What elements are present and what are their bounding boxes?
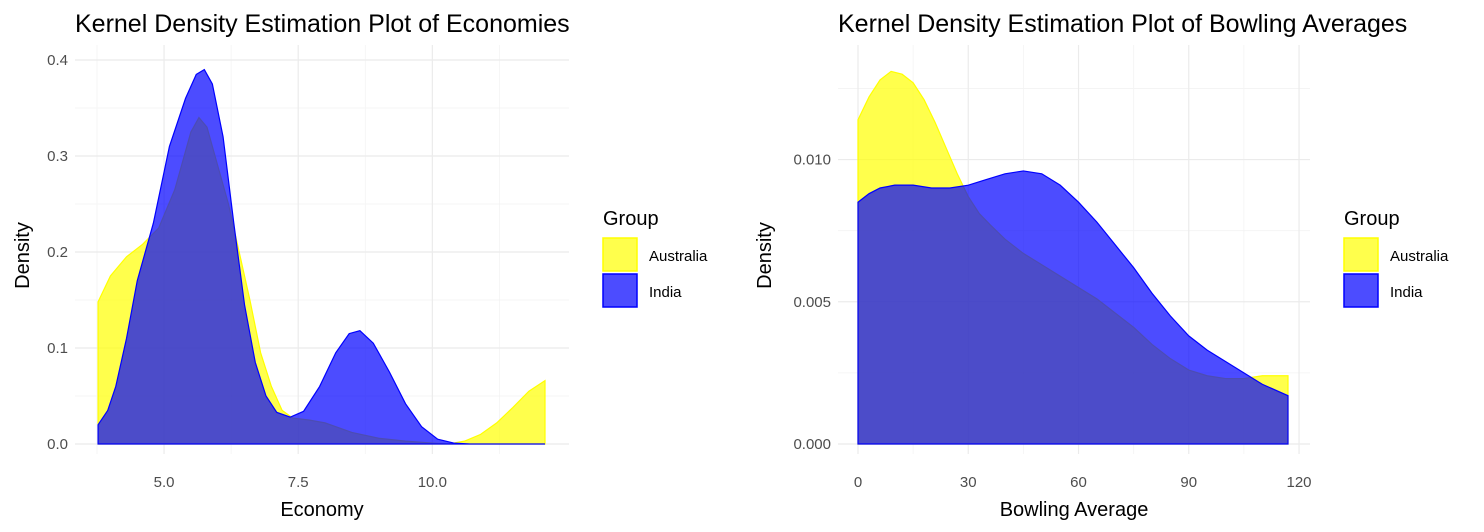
x-tick-label: 7.5 — [288, 474, 309, 491]
x-axis-title: Bowling Average — [1000, 499, 1149, 521]
legend-key-australia — [1343, 237, 1379, 272]
x-axis-title: Economy — [280, 499, 363, 521]
gridlines — [75, 45, 569, 454]
legend-label-australia: Australia — [649, 248, 708, 265]
y-tick-label: 0.000 — [793, 436, 831, 453]
chart-title: Kernel Density Estimation Plot of Bowlin… — [838, 10, 1407, 38]
legend-key-india — [602, 273, 638, 308]
legend-key-australia — [602, 237, 638, 272]
x-tick-label: 120 — [1287, 474, 1312, 491]
y-tick-label: 0.1 — [47, 340, 68, 357]
y-axis-title: Density — [12, 222, 34, 289]
legend-label-india: India — [1390, 284, 1423, 301]
x-tick-label: 5.0 — [154, 474, 175, 491]
legend-title: Group — [1344, 208, 1400, 230]
x-tick-label: 10.0 — [418, 474, 447, 491]
legend-title: Group — [603, 208, 659, 230]
legend: Group Australia India — [1343, 208, 1449, 308]
x-tick-label: 0 — [854, 474, 862, 491]
economy-density-chart: 5.0 7.5 10.0 0.0 0.1 0.2 0.3 0.4 Kernel Density … — [12, 10, 708, 521]
y-tick-label: 0.2 — [47, 244, 68, 261]
legend-key-india — [1343, 273, 1379, 308]
legend-label-india: India — [649, 284, 682, 301]
legend: Group Australia India — [602, 208, 708, 308]
y-tick-label: 0.010 — [793, 152, 831, 169]
bowling-average-density-chart: 0 30 60 90 120 0.000 0.005 0.010 Kernel Density … — [754, 10, 1449, 521]
x-tick-label: 60 — [1070, 474, 1087, 491]
density-area-india — [97, 68, 545, 445]
y-tick-label: 0.005 — [793, 294, 831, 311]
chart-title: Kernel Density Estimation Plot of Econom… — [75, 10, 570, 38]
y-tick-label: 0.0 — [47, 436, 68, 453]
y-axis-title: Density — [754, 222, 776, 289]
x-tick-label: 90 — [1180, 474, 1197, 491]
legend-label-australia: Australia — [1390, 248, 1449, 265]
density-area-india — [857, 170, 1289, 445]
x-tick-label: 30 — [960, 474, 977, 491]
y-tick-label: 0.3 — [47, 148, 68, 165]
y-tick-label: 0.4 — [47, 52, 68, 69]
